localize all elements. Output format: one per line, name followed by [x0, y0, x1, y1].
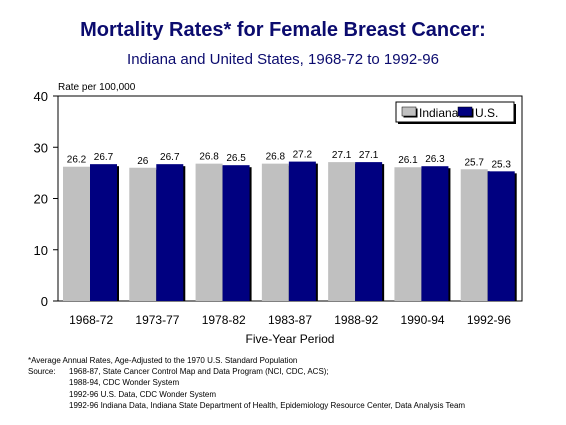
data-label: 26.7 [94, 152, 114, 163]
footnote-source-text: 1968-87, State Cancer Control Map and Da… [69, 367, 329, 377]
y-tick-label: 20 [34, 192, 48, 207]
footnote-source-line: 1988-94, CDC Wonder System [69, 378, 180, 388]
legend-swatch [401, 106, 417, 117]
y-axis-label: Rate per 100,000 [58, 82, 136, 93]
footnote-source-line: 1992-96 Indiana Data, Indiana State Depa… [69, 400, 466, 410]
chart-subtitle: Indiana and United States, 1968-72 to 19… [127, 51, 439, 68]
legend-label: Indiana [419, 106, 459, 120]
bar [261, 163, 289, 301]
x-tick-label: 1983-87 [268, 313, 312, 327]
bar [156, 164, 184, 301]
data-label: 25.7 [464, 157, 484, 168]
bar [460, 169, 488, 301]
bar [288, 161, 316, 301]
bar [63, 166, 90, 301]
legend-box [395, 101, 515, 123]
x-tick-label: 1973-77 [135, 313, 179, 327]
data-label: 27.2 [293, 150, 313, 161]
data-label: 26.3 [425, 154, 445, 165]
x-axis-label: Five-Year Period [246, 332, 335, 346]
footnotes: *Average Annual Rates, Age-Adjusted to t… [28, 355, 465, 411]
data-label: 26.2 [67, 155, 87, 166]
bar-chart: 0 10 20 30 40 Rate per 100,000 26.2 26.7 1968-72… [34, 82, 523, 346]
footnote-source-line: 1992-96 U.S. Data, CDC Wonder System [69, 389, 217, 399]
x-tick-label: 1968-72 [69, 313, 113, 327]
legend-swatch [457, 106, 473, 117]
x-tick-label: 1978-82 [202, 313, 246, 327]
bar [394, 167, 422, 301]
data-label: 26 [137, 156, 149, 167]
data-label: 26.5 [226, 153, 246, 164]
y-tick-label: 10 [34, 243, 48, 258]
bar [355, 162, 383, 301]
data-label: 25.3 [491, 159, 511, 170]
footnote-source-line: Source: 1968-87, State Cancer Control Map… [28, 366, 465, 377]
bar [222, 165, 250, 301]
bar [421, 166, 449, 301]
data-label: 26.8 [266, 152, 286, 163]
data-label: 26.1 [398, 155, 418, 166]
data-label: 26.7 [160, 152, 180, 163]
x-tick-label: 1988-92 [334, 313, 378, 327]
chart-title: Mortality Rates* for Female Breast Cance… [80, 19, 486, 41]
legend-label: U.S. [475, 106, 498, 120]
footnote-note: *Average Annual Rates, Age-Adjusted to t… [28, 356, 298, 365]
x-tick-label: 1992-96 [467, 313, 511, 327]
footnote-source-label: Source: [28, 367, 56, 377]
y-tick-label: 40 [34, 89, 48, 104]
x-tick-label: 1990-94 [401, 313, 445, 327]
bar [90, 164, 117, 301]
y-tick-label: 0 [41, 294, 48, 309]
bar [195, 163, 223, 301]
bar [487, 171, 515, 301]
data-label: 27.1 [332, 150, 352, 161]
data-label: 26.8 [199, 152, 219, 163]
bar [129, 167, 157, 301]
data-label: 27.1 [359, 150, 379, 161]
y-tick-label: 30 [34, 140, 48, 155]
bar [328, 162, 356, 301]
